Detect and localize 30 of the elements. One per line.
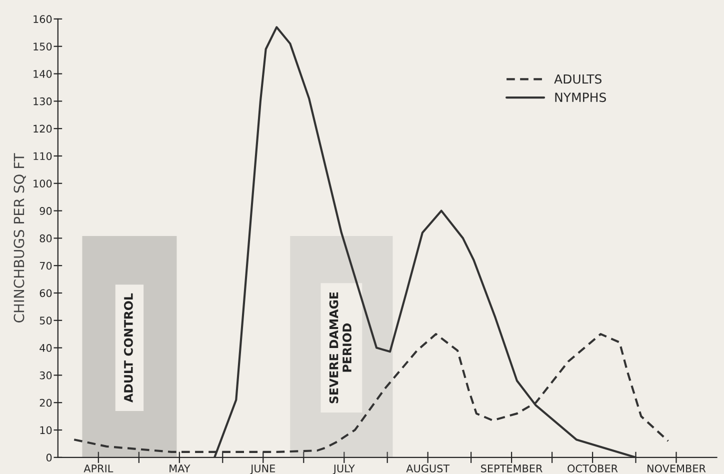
- legend-label: NYMPHS: [555, 92, 606, 102]
- x-tick-label: APRIL: [84, 464, 114, 472]
- y-tick-label: 140: [34, 70, 52, 78]
- y-tick-label: 40: [40, 344, 52, 352]
- y-tick-label: 0: [46, 454, 52, 462]
- y-tick-label: 20: [40, 398, 52, 407]
- legend-label: ADULTS: [554, 74, 602, 84]
- y-tick-label: 30: [40, 371, 52, 380]
- y-tick-label: 110: [34, 152, 52, 160]
- y-axis-title: CHINCHBUGS PER SQ FT: [14, 153, 26, 322]
- y-tick-label: 150: [34, 42, 52, 50]
- y-tick-label: 100: [34, 180, 52, 188]
- y-tick-label: 50: [40, 316, 52, 324]
- y-tick-label: 60: [40, 289, 52, 298]
- y-tick-label: 10: [40, 426, 52, 434]
- x-tick-label: SEPTEMBER: [481, 464, 542, 472]
- x-tick-label: NOVEMBER: [648, 464, 706, 472]
- y-tick-label: 160: [34, 15, 52, 24]
- x-tick-label: MAY: [170, 464, 190, 472]
- y-tick-label: 80: [40, 234, 52, 242]
- x-tick-label: AUGUST: [406, 464, 450, 472]
- y-tick-label: 130: [34, 97, 52, 106]
- x-tick-label: JUNE: [250, 464, 275, 474]
- y-tick-label: 90: [40, 207, 52, 215]
- x-tick-label: JULY: [332, 464, 355, 474]
- x-tick-label: OCTOBER: [568, 464, 618, 472]
- band-label: SEVERE DAMAGE PERIOD: [329, 292, 352, 404]
- y-tick-label: 120: [34, 124, 52, 133]
- y-tick-label: 70: [40, 262, 52, 270]
- band-label: ADULT CONTROL: [124, 293, 133, 403]
